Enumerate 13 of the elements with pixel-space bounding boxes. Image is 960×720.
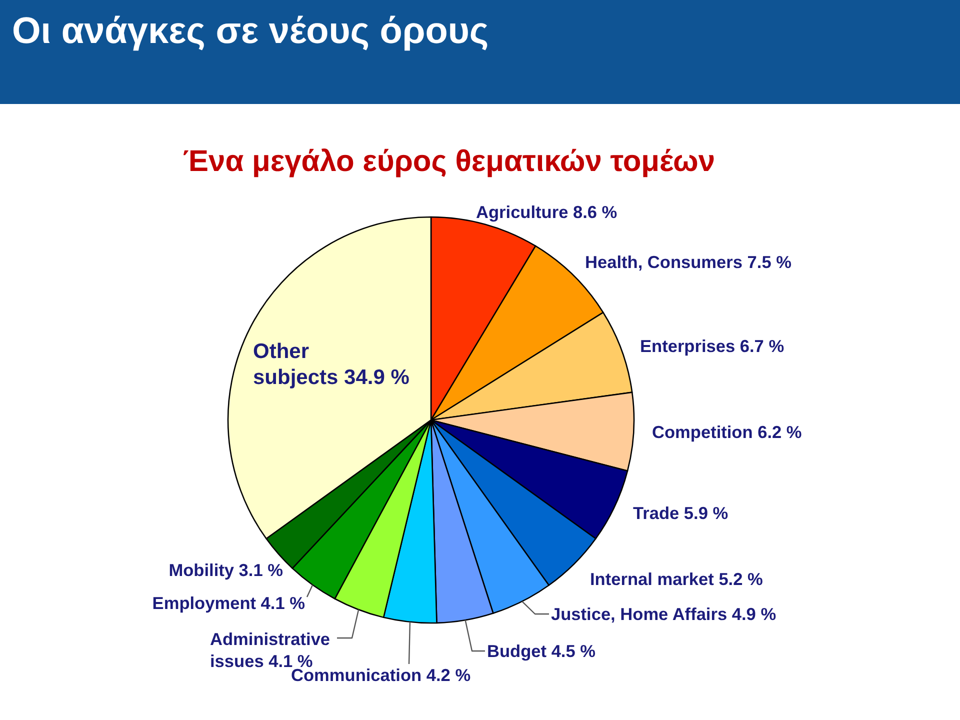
slice-label: Health, Consumers 7.5 % [585, 252, 792, 272]
slice-label: Enterprises 6.7 % [640, 336, 784, 356]
slice-label: Agriculture 8.6 % [476, 202, 618, 222]
slice-label: Internal market 5.2 % [590, 569, 763, 589]
slice-label: Competition 6.2 % [652, 422, 802, 442]
slice-label: Other subjects 34.9 % [253, 340, 410, 389]
chart-title: Οι ανάγκες σε νέους όρους [12, 10, 489, 51]
chart-subtitle: Ένα μεγάλο εύρος θεματικών τομέων [182, 145, 716, 178]
slice-label: Trade 5.9 % [633, 503, 728, 523]
slice-label: Budget 4.5 % [487, 641, 596, 661]
slice-label: Justice, Home Affairs 4.9 % [551, 604, 776, 624]
slice-label: Mobility 3.1 % [168, 560, 283, 580]
slice-label: Employment 4.1 % [152, 593, 305, 613]
